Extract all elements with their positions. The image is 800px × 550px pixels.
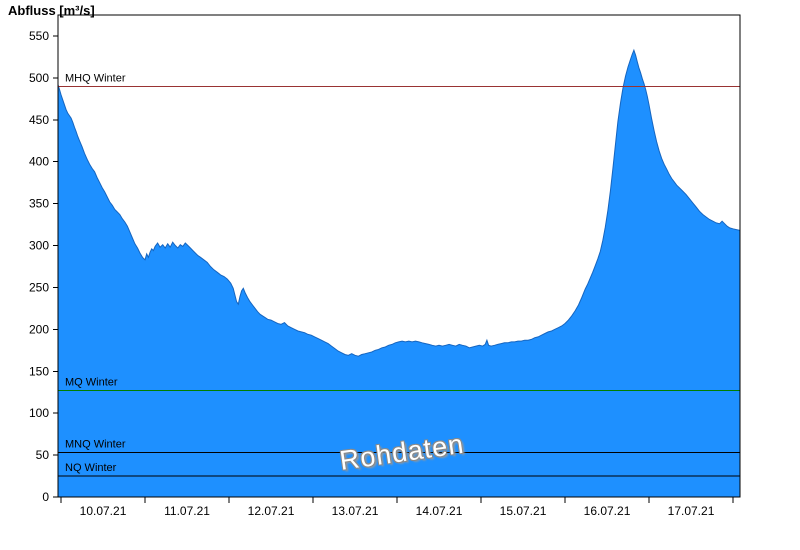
reference-line-label-1: MQ Winter	[65, 377, 118, 389]
chart-title: Abfluss [m³/s]	[8, 3, 95, 18]
y-tick-label: 400	[29, 155, 49, 169]
y-tick-label: 300	[29, 239, 49, 253]
y-tick-label: 500	[29, 71, 49, 85]
discharge-area	[57, 48, 741, 498]
y-tick-label: 50	[36, 448, 50, 462]
y-tick-label: 100	[29, 406, 49, 420]
x-tick-label: 10.07.21	[80, 504, 127, 518]
x-tick-label: 16.07.21	[584, 504, 631, 518]
x-tick-label: 11.07.21	[164, 504, 210, 518]
reference-line-label-2: MNQ Winter	[65, 439, 126, 451]
x-tick-label: 12.07.21	[248, 504, 295, 518]
reference-line-label-0: MHQ Winter	[65, 72, 126, 84]
x-tick-label: 14.07.21	[416, 504, 463, 518]
y-tick-label: 0	[42, 490, 49, 504]
x-tick-label: 13.07.21	[332, 504, 379, 518]
x-tick-label: 15.07.21	[500, 504, 547, 518]
y-tick-label: 550	[29, 29, 49, 43]
plot-border	[57, 14, 741, 498]
y-tick-label: 450	[29, 113, 49, 127]
y-tick-label: 150	[29, 364, 49, 378]
y-tick-label: 250	[29, 280, 49, 294]
y-tick-label: 200	[29, 322, 49, 336]
reference-line-label-3: NQ Winter	[65, 462, 117, 474]
x-tick-label: 17.07.21	[668, 504, 715, 518]
y-tick-label: 350	[29, 197, 49, 211]
